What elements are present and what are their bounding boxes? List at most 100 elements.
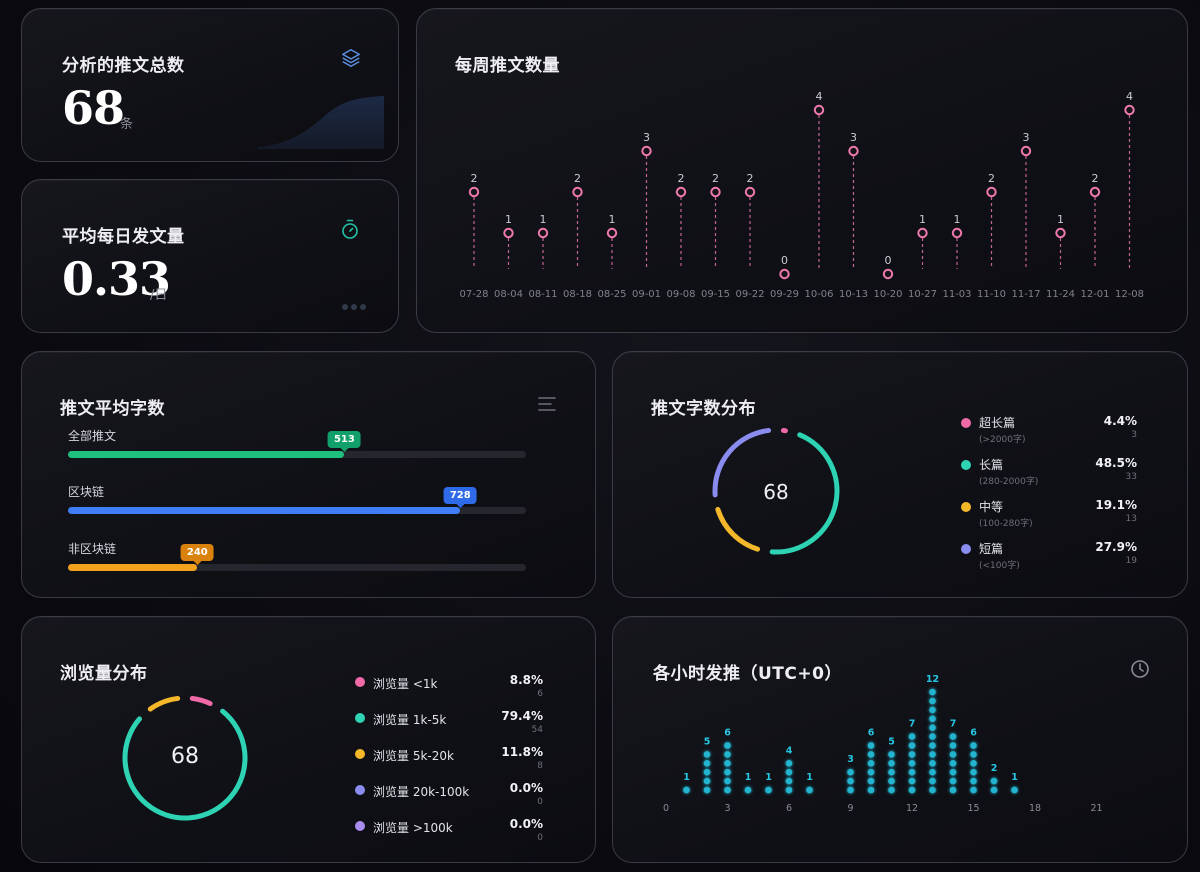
hour-dot — [929, 697, 936, 705]
hour-dot — [929, 777, 936, 785]
hour-tick-label: 21 — [1090, 803, 1102, 814]
hour-value-label: 1 — [765, 772, 772, 783]
hour-dot — [929, 706, 936, 714]
menu-icon[interactable] — [538, 396, 556, 412]
legend-item[interactable]: 超长篇 (>2000字) 4.4% 3 — [961, 414, 1137, 446]
legend-count: 8 — [537, 761, 543, 771]
hour-dot — [929, 742, 936, 749]
lollipop-point[interactable] — [641, 145, 652, 157]
hour-dot — [949, 733, 957, 740]
legend-label: 浏览量 >100k — [373, 821, 453, 835]
total-tweets-card: 分析的推文总数 68 条 — [21, 8, 399, 162]
clock-icon[interactable] — [1130, 659, 1150, 679]
views-distribution-card: 浏览量分布 6 8 浏览量 <1k 8.8% 6 浏览量 1k-5k 79.4% 54 浏览量… — [21, 616, 596, 863]
lollipop-point[interactable] — [606, 227, 618, 239]
lollipop-point[interactable] — [986, 186, 997, 198]
hour-dot — [765, 786, 772, 794]
hour-dot — [867, 751, 875, 758]
word-distribution-center: 68 — [763, 480, 789, 504]
lollipop-point[interactable] — [813, 104, 825, 116]
legend-item[interactable]: 浏览量 20k-100k 0.0% 0 — [355, 781, 543, 811]
donut-slice[interactable] — [189, 695, 213, 707]
bar-track: 728 — [68, 487, 526, 514]
hour-tick-label: 6 — [786, 803, 792, 814]
lollipop-value-label: 2 — [712, 172, 719, 185]
bar-label: 非区块链 — [68, 542, 117, 556]
legend-percent: 0.0% — [509, 817, 543, 831]
hour-dot — [929, 733, 936, 740]
hour-dot — [970, 742, 977, 749]
bar-value-tag: 240 — [180, 544, 214, 561]
lollipop-point[interactable] — [675, 186, 687, 198]
legend-item[interactable]: 长篇 (280-2000字) 48.5% 33 — [961, 456, 1137, 488]
x-tick-label: 07-28 — [459, 289, 488, 300]
hour-value-label: 7 — [950, 719, 957, 730]
hour-dot — [724, 742, 731, 749]
bar-value-tag: 728 — [443, 487, 477, 504]
donut-slice[interactable] — [147, 695, 181, 712]
lollipop-point[interactable] — [1055, 227, 1066, 239]
donut-slice[interactable] — [712, 427, 772, 498]
lollipop-value-label: 3 — [850, 131, 857, 144]
lollipop-point[interactable] — [882, 268, 894, 280]
legend-item[interactable]: 浏览量 <1k 8.8% 6 — [355, 673, 543, 703]
lollipop-point[interactable] — [537, 227, 549, 239]
hour-dot — [970, 768, 977, 776]
hour-tick-label: 3 — [724, 803, 730, 814]
hour-value-label: 6 — [970, 728, 977, 739]
hour-dot — [724, 768, 731, 776]
lollipop-point[interactable] — [951, 227, 963, 239]
lollipop-point[interactable] — [710, 186, 721, 198]
hour-dot — [949, 760, 957, 767]
lollipop-value-label: 2 — [471, 172, 478, 185]
hour-dot — [949, 777, 957, 785]
donut-slice[interactable] — [769, 432, 840, 555]
legend-swatch — [355, 749, 365, 759]
bar-value-tag: 513 — [327, 431, 361, 448]
hour-dot — [785, 760, 793, 767]
legend-label: 长篇 — [979, 458, 1004, 472]
hour-dot — [867, 742, 875, 749]
avg-words-bar-row: 非区块链 240 — [68, 540, 528, 580]
legend-count: 6 — [537, 689, 543, 699]
donut-slice[interactable] — [715, 506, 761, 552]
legend-item[interactable]: 中等 (100-280字) 19.1% 13 — [961, 498, 1137, 530]
legend-count: 19 — [1125, 556, 1137, 566]
legend-percent: 19.1% — [1095, 498, 1137, 512]
lollipop-value-label: 2 — [574, 172, 581, 185]
lollipop-point[interactable] — [1089, 186, 1101, 198]
donut-slice[interactable] — [122, 708, 248, 821]
x-tick-label: 10-13 — [839, 289, 868, 300]
lollipop-point[interactable] — [848, 145, 859, 157]
hour-value-label: 6 — [724, 728, 731, 739]
x-tick-label: 08-18 — [563, 289, 592, 300]
legend-count: 33 — [1125, 472, 1137, 482]
legend-item[interactable]: 浏览量 5k-20k 11.8% 8 — [355, 745, 543, 775]
legend-item[interactable]: 浏览量 1k-5k 79.4% 54 — [355, 709, 543, 739]
total-tweets-sparkline — [258, 96, 384, 149]
hour-dot — [908, 733, 916, 740]
lollipop-point[interactable] — [779, 268, 790, 280]
total-tweets-value: 68 — [62, 81, 125, 135]
hour-dot — [888, 768, 895, 776]
hour-tick-label: 18 — [1029, 803, 1041, 814]
weekly-tweets-card: 每周推文数量 2 07-28 1 08-04 1 08-11 2 08-18 1 08-25 3 09… — [416, 8, 1188, 333]
legend-item[interactable]: 短篇 (<100字) 27.9% 19 — [961, 540, 1137, 572]
lollipop-point[interactable] — [1020, 145, 1032, 157]
lollipop-point[interactable] — [572, 186, 583, 198]
lollipop-point[interactable] — [1124, 104, 1135, 116]
legend-percent: 11.8% — [501, 745, 543, 759]
lollipop-point[interactable] — [503, 227, 514, 239]
lollipop-point[interactable] — [917, 227, 928, 239]
legend-percent: 79.4% — [501, 709, 543, 723]
hour-dot — [703, 751, 711, 758]
x-tick-label: 09-15 — [701, 289, 730, 300]
hour-tick-label: 0 — [663, 803, 669, 814]
lollipop-value-label: 3 — [1023, 131, 1030, 144]
legend-item[interactable]: 浏览量 >100k 0.0% 0 — [355, 817, 543, 847]
lollipop-point[interactable] — [744, 186, 756, 198]
legend-percent: 48.5% — [1095, 456, 1137, 470]
views-distribution-title: 浏览量分布 — [60, 664, 148, 684]
hour-value-label: 5 — [888, 736, 895, 747]
lollipop-point[interactable] — [468, 186, 480, 198]
